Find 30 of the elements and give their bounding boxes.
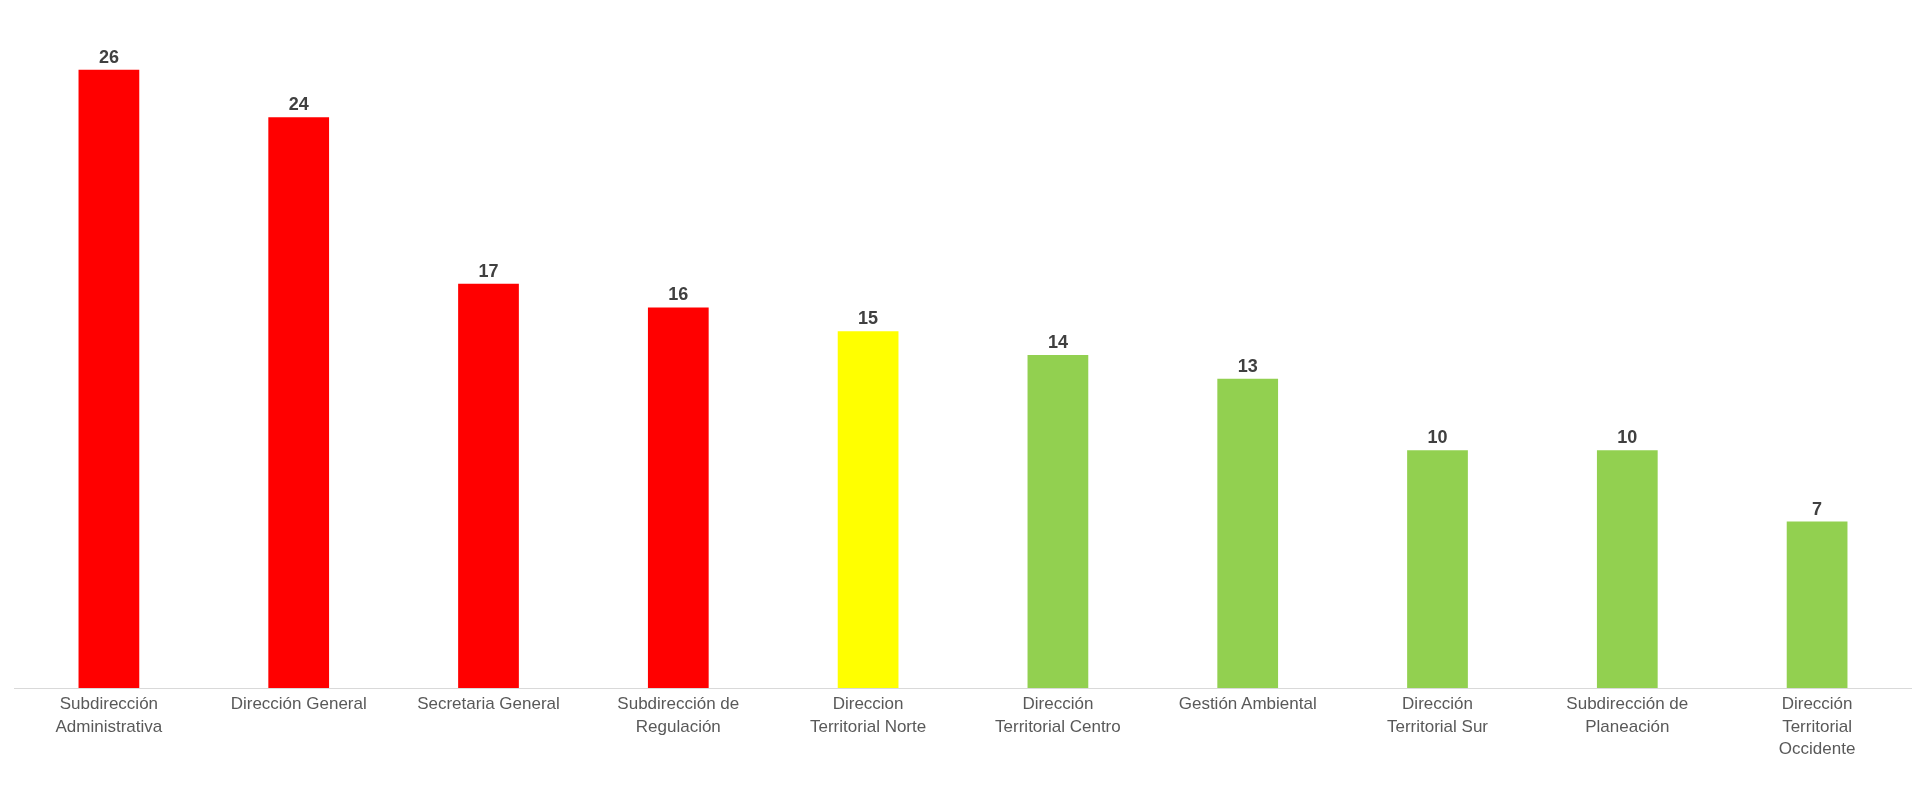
bar <box>1027 355 1089 688</box>
data-label: 24 <box>288 94 309 115</box>
data-label: 16 <box>668 284 689 305</box>
bar <box>1217 378 1279 688</box>
bar <box>458 283 519 688</box>
bar <box>837 331 899 688</box>
data-label: 7 <box>1812 498 1823 519</box>
bar <box>1596 450 1658 688</box>
data-label: 15 <box>858 308 879 329</box>
bar <box>1407 450 1468 688</box>
data-label: 10 <box>1617 427 1638 448</box>
bar <box>268 117 330 688</box>
x-tick-label: Subdirección de Planeación <box>1566 694 1689 736</box>
x-tick-label: Dirección Territorial Sur <box>1386 694 1489 736</box>
data-label: 14 <box>1047 332 1068 353</box>
data-label: 10 <box>1427 427 1448 448</box>
x-tick-label: Direccion Territorial Norte <box>810 694 927 736</box>
x-tick-label: Subdirección de Regulación <box>617 694 740 736</box>
x-tick-label: Dirección Territorial Centro <box>995 694 1121 736</box>
x-tick-label: Dirección General <box>230 694 367 714</box>
data-label: 17 <box>478 260 499 281</box>
x-tick-label: Dirección Territorial Occidente <box>1778 694 1856 758</box>
x-tick-label: Subdirección Administrativa <box>55 694 163 736</box>
data-label: 26 <box>98 46 119 67</box>
bar <box>78 69 140 688</box>
bar <box>1786 521 1848 688</box>
data-label: 13 <box>1237 355 1258 376</box>
x-tick-label: Secretaria General <box>417 694 560 714</box>
bar <box>647 307 709 688</box>
x-tick-label: Gestión Ambiental <box>1178 694 1317 714</box>
